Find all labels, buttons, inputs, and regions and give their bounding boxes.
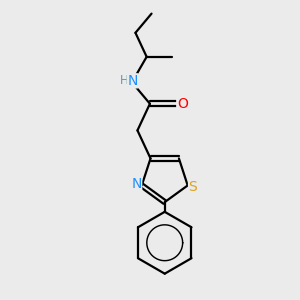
- Text: O: O: [177, 97, 188, 111]
- Text: S: S: [189, 180, 197, 194]
- Text: H: H: [120, 74, 128, 87]
- Text: N: N: [131, 177, 142, 191]
- Text: N: N: [127, 74, 138, 88]
